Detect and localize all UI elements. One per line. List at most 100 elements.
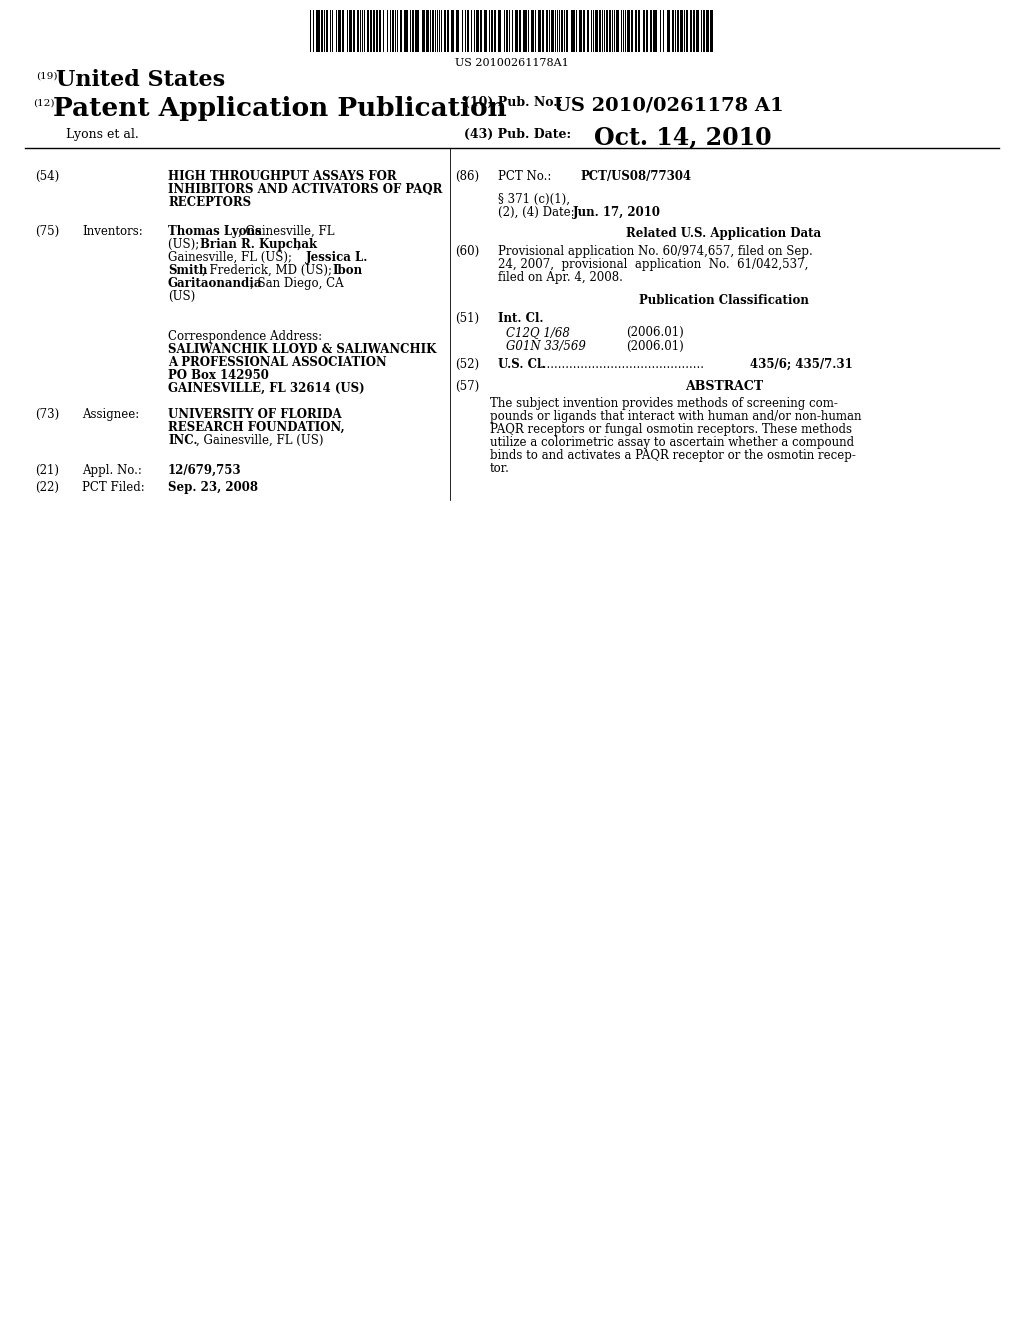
Bar — [392, 11, 394, 51]
Bar — [467, 11, 469, 51]
Bar — [338, 11, 341, 51]
Text: , Gainesville, FL (US): , Gainesville, FL (US) — [196, 434, 324, 447]
Text: Related U.S. Application Data: Related U.S. Application Data — [627, 227, 821, 240]
Text: A PROFESSIONAL ASSOCIATION: A PROFESSIONAL ASSOCIATION — [168, 356, 387, 370]
Text: PCT/US08/77304: PCT/US08/77304 — [580, 170, 691, 183]
Bar — [643, 11, 645, 51]
Bar — [379, 11, 381, 51]
Text: (21): (21) — [35, 465, 59, 477]
Text: Jessica L.: Jessica L. — [306, 251, 369, 264]
Text: United States: United States — [56, 69, 225, 91]
Text: Lyons et al.: Lyons et al. — [66, 128, 138, 141]
Text: (US): (US) — [168, 290, 196, 304]
Text: RESEARCH FOUNDATION,: RESEARCH FOUNDATION, — [168, 421, 345, 434]
Text: Brian R. Kupchak: Brian R. Kupchak — [200, 238, 317, 251]
Text: (51): (51) — [455, 312, 479, 325]
Text: PO Box 142950: PO Box 142950 — [168, 370, 269, 381]
Bar — [606, 11, 608, 51]
Text: filed on Apr. 4, 2008.: filed on Apr. 4, 2008. — [498, 271, 623, 284]
Bar — [571, 11, 575, 51]
Bar — [609, 11, 611, 51]
Text: G01N 33/569: G01N 33/569 — [506, 341, 586, 352]
Bar — [646, 11, 648, 51]
Bar — [653, 11, 657, 51]
Bar — [456, 11, 459, 51]
Bar — [650, 11, 652, 51]
Bar — [476, 11, 479, 51]
Bar — [415, 11, 419, 51]
Bar — [451, 11, 454, 51]
Bar — [546, 11, 548, 51]
Bar — [686, 11, 688, 51]
Text: (43) Pub. Date:: (43) Pub. Date: — [464, 128, 571, 141]
Bar — [519, 11, 521, 51]
Text: Publication Classification: Publication Classification — [639, 294, 809, 308]
Text: 12/679,753: 12/679,753 — [168, 465, 242, 477]
Bar — [551, 11, 554, 51]
Bar — [498, 11, 501, 51]
Text: UNIVERSITY OF FLORIDA: UNIVERSITY OF FLORIDA — [168, 408, 342, 421]
Text: 24, 2007,  provisional  application  No.  61/042,537,: 24, 2007, provisional application No. 61… — [498, 257, 808, 271]
Bar — [349, 11, 352, 51]
Bar — [531, 11, 534, 51]
Bar — [484, 11, 487, 51]
Text: The subject invention provides methods of screening com-: The subject invention provides methods o… — [490, 397, 838, 411]
Text: US 2010/0261178 A1: US 2010/0261178 A1 — [554, 96, 783, 114]
Text: utilize a colorimetric assay to ascertain whether a compound: utilize a colorimetric assay to ascertai… — [490, 436, 854, 449]
Bar — [506, 11, 508, 51]
Text: (75): (75) — [35, 224, 59, 238]
Text: INHIBITORS AND ACTIVATORS OF PAQR: INHIBITORS AND ACTIVATORS OF PAQR — [168, 183, 442, 195]
Bar — [538, 11, 541, 51]
Bar — [693, 11, 695, 51]
Bar — [635, 11, 637, 51]
Bar — [631, 11, 633, 51]
Bar — [690, 11, 692, 51]
Text: (2), (4) Date:: (2), (4) Date: — [498, 206, 574, 219]
Text: tor.: tor. — [490, 462, 510, 475]
Bar — [370, 11, 372, 51]
Bar — [426, 11, 429, 51]
Bar — [376, 11, 378, 51]
Text: binds to and activates a PAQR receptor or the osmotin recep-: binds to and activates a PAQR receptor o… — [490, 449, 856, 462]
Text: (57): (57) — [455, 380, 479, 393]
Text: (2006.01): (2006.01) — [626, 341, 684, 352]
Bar — [432, 11, 434, 51]
Text: Gainesville, FL (US);: Gainesville, FL (US); — [168, 251, 296, 264]
Text: PAQR receptors or fungal osmotin receptors. These methods: PAQR receptors or fungal osmotin recepto… — [490, 422, 852, 436]
Bar — [680, 11, 683, 51]
Text: (19): (19) — [36, 73, 57, 81]
Text: U.S. Cl.: U.S. Cl. — [498, 358, 546, 371]
Text: Patent Application Publication: Patent Application Publication — [53, 96, 507, 121]
Text: (10) Pub. No.:: (10) Pub. No.: — [464, 96, 562, 110]
Bar — [599, 11, 601, 51]
Text: Provisional application No. 60/974,657, filed on Sep.: Provisional application No. 60/974,657, … — [498, 246, 813, 257]
Text: , San Diego, CA: , San Diego, CA — [250, 277, 344, 290]
Text: PCT Filed:: PCT Filed: — [82, 480, 144, 494]
Text: Garitaonandia: Garitaonandia — [168, 277, 262, 290]
Bar — [342, 11, 344, 51]
Text: Appl. No.:: Appl. No.: — [82, 465, 142, 477]
Bar — [321, 11, 323, 51]
Bar — [542, 11, 544, 51]
Text: INC.: INC. — [168, 434, 198, 447]
Text: Int. Cl.: Int. Cl. — [498, 312, 544, 325]
Bar — [447, 11, 449, 51]
Bar — [638, 11, 640, 51]
Bar — [480, 11, 482, 51]
Bar — [523, 11, 527, 51]
Bar — [494, 11, 496, 51]
Bar — [412, 11, 414, 51]
Bar — [561, 11, 563, 51]
Bar — [595, 11, 598, 51]
Text: Oct. 14, 2010: Oct. 14, 2010 — [594, 125, 772, 149]
Bar — [373, 11, 375, 51]
Text: Assignee:: Assignee: — [82, 408, 139, 421]
Text: , Frederick, MD (US);: , Frederick, MD (US); — [202, 264, 336, 277]
Text: pounds or ligands that interact with human and/or non-human: pounds or ligands that interact with hum… — [490, 411, 861, 422]
Bar — [627, 11, 630, 51]
Bar — [587, 11, 589, 51]
Text: Smith: Smith — [168, 264, 208, 277]
Bar — [422, 11, 425, 51]
Bar — [706, 11, 709, 51]
Bar — [566, 11, 568, 51]
